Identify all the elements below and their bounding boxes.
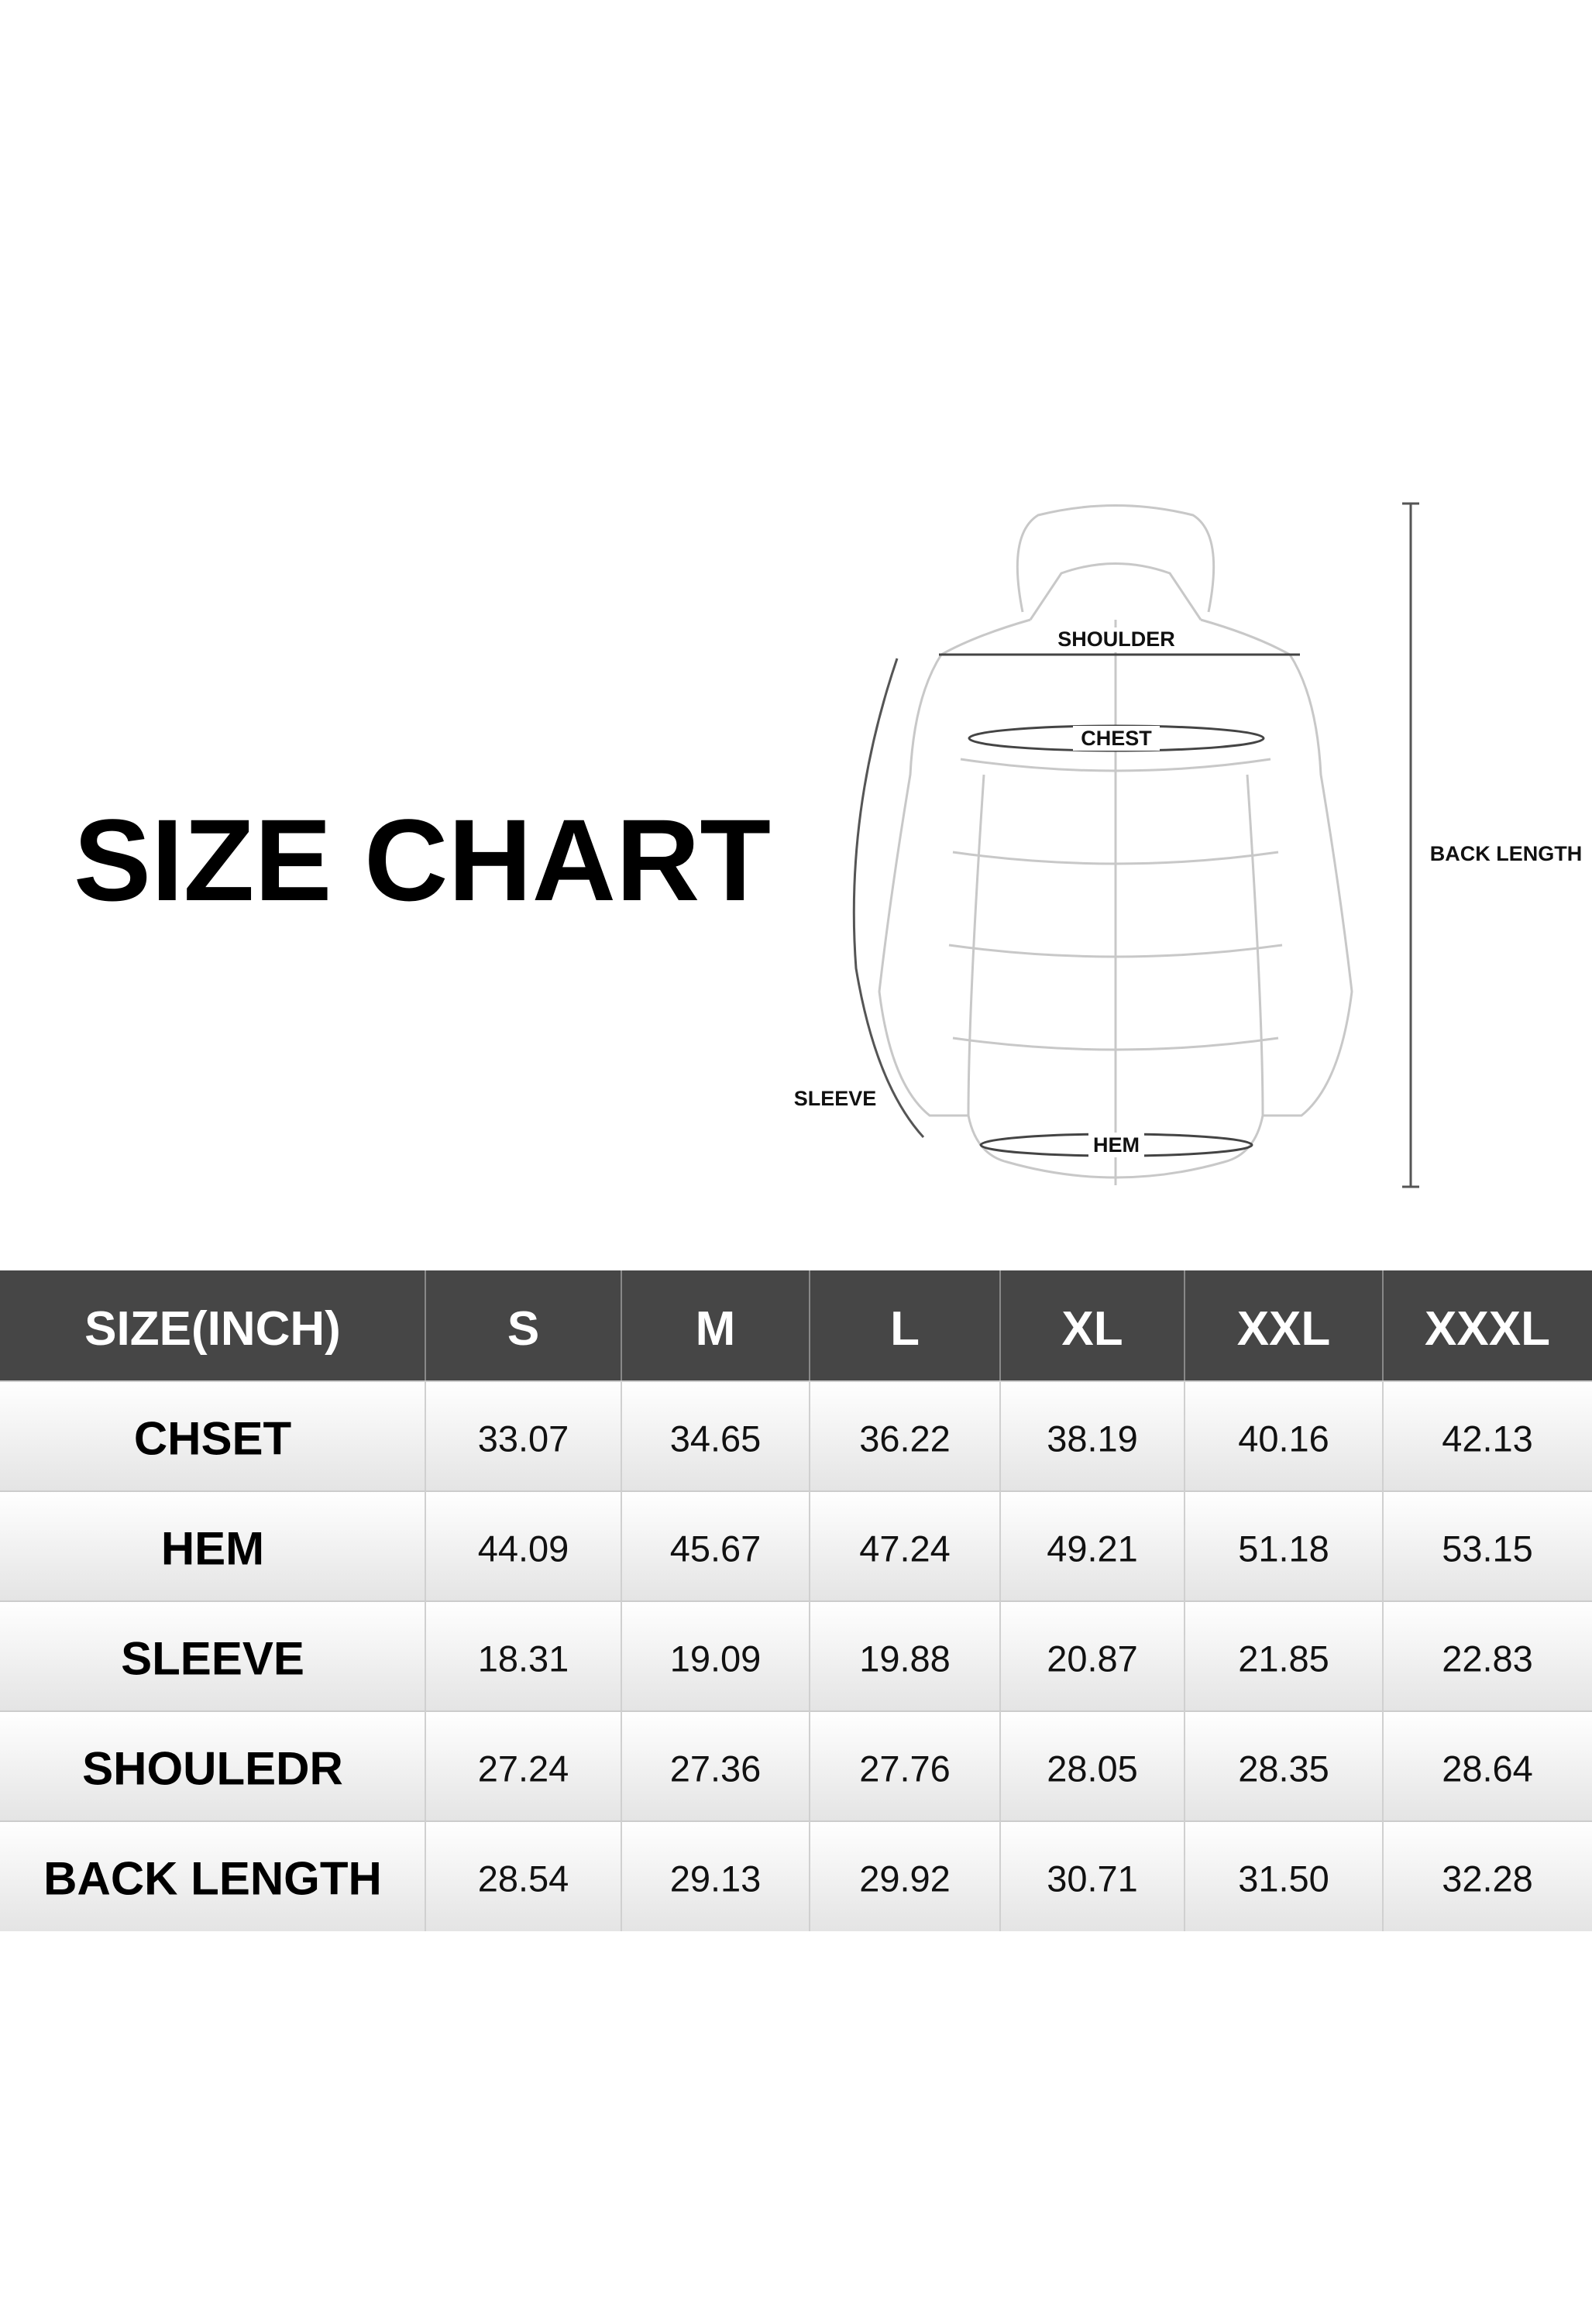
value-cell: 21.85 xyxy=(1238,1638,1329,1679)
table-row xyxy=(0,1821,1592,1931)
table-row xyxy=(0,1491,1592,1601)
value-cell: 32.28 xyxy=(1442,1858,1533,1899)
value-cell: 33.07 xyxy=(478,1418,569,1459)
row-label: SLEEVE xyxy=(121,1633,304,1685)
diagram-label: BACK LENGTH xyxy=(1430,842,1583,865)
value-cell: 27.76 xyxy=(859,1748,951,1789)
value-cell: 22.83 xyxy=(1442,1638,1533,1679)
value-cell: 29.92 xyxy=(859,1858,951,1899)
value-cell: 28.35 xyxy=(1238,1748,1329,1789)
row-label: HEM xyxy=(161,1523,264,1575)
value-cell: 28.54 xyxy=(478,1858,569,1899)
value-cell: 40.16 xyxy=(1238,1418,1329,1459)
value-cell: 27.24 xyxy=(478,1748,569,1789)
diagram-label: CHEST xyxy=(1081,727,1152,750)
value-cell: 18.31 xyxy=(478,1638,569,1679)
header-cell: XXXL xyxy=(1425,1302,1550,1356)
table-row xyxy=(0,1601,1592,1711)
diagram-label: SHOULDER xyxy=(1057,627,1175,651)
diagram-label: SLEEVE xyxy=(794,1087,877,1110)
value-cell: 19.88 xyxy=(859,1638,951,1679)
value-cell: 31.50 xyxy=(1238,1858,1329,1899)
table-row xyxy=(0,1711,1592,1821)
value-cell: 42.13 xyxy=(1442,1418,1533,1459)
value-cell: 28.64 xyxy=(1442,1748,1533,1789)
header-cell: XXL xyxy=(1237,1302,1331,1356)
header-cell: SIZE(INCH) xyxy=(84,1302,341,1356)
value-cell: 45.67 xyxy=(670,1528,762,1569)
header-cell: XL xyxy=(1061,1302,1123,1356)
value-cell: 49.21 xyxy=(1047,1528,1138,1569)
value-cell: 34.65 xyxy=(670,1418,762,1459)
value-cell: 29.13 xyxy=(670,1858,762,1899)
value-cell: 38.19 xyxy=(1047,1418,1138,1459)
header-row xyxy=(0,1270,1592,1381)
diagram-label: HEM xyxy=(1093,1133,1140,1157)
jacket-diagram: SHOULDER CHEST BACK LENGTH SLEEVE HEM xyxy=(794,502,1583,1188)
size-table: SIZE(INCH) S M L XL XXL XXXL CHSET 33.07 34.65 36.… xyxy=(0,1270,1592,1931)
title: SIZE CHART xyxy=(74,795,771,925)
header-cell: M xyxy=(696,1302,736,1356)
value-cell: 28.05 xyxy=(1047,1748,1138,1789)
header-cell: L xyxy=(890,1302,920,1356)
row-label: SHOULEDR xyxy=(82,1743,343,1795)
value-cell: 51.18 xyxy=(1238,1528,1329,1569)
header-cell: S xyxy=(507,1302,539,1356)
value-cell: 47.24 xyxy=(859,1528,951,1569)
value-cell: 36.22 xyxy=(859,1418,951,1459)
value-cell: 30.71 xyxy=(1047,1858,1138,1899)
value-cell: 20.87 xyxy=(1047,1638,1138,1679)
value-cell: 27.36 xyxy=(670,1748,762,1789)
value-cell: 44.09 xyxy=(478,1528,569,1569)
value-cell: 53.15 xyxy=(1442,1528,1533,1569)
row-label: BACK LENGTH xyxy=(43,1853,382,1905)
table-row xyxy=(0,1381,1592,1491)
row-label: CHSET xyxy=(134,1413,291,1465)
value-cell: 19.09 xyxy=(670,1638,762,1679)
